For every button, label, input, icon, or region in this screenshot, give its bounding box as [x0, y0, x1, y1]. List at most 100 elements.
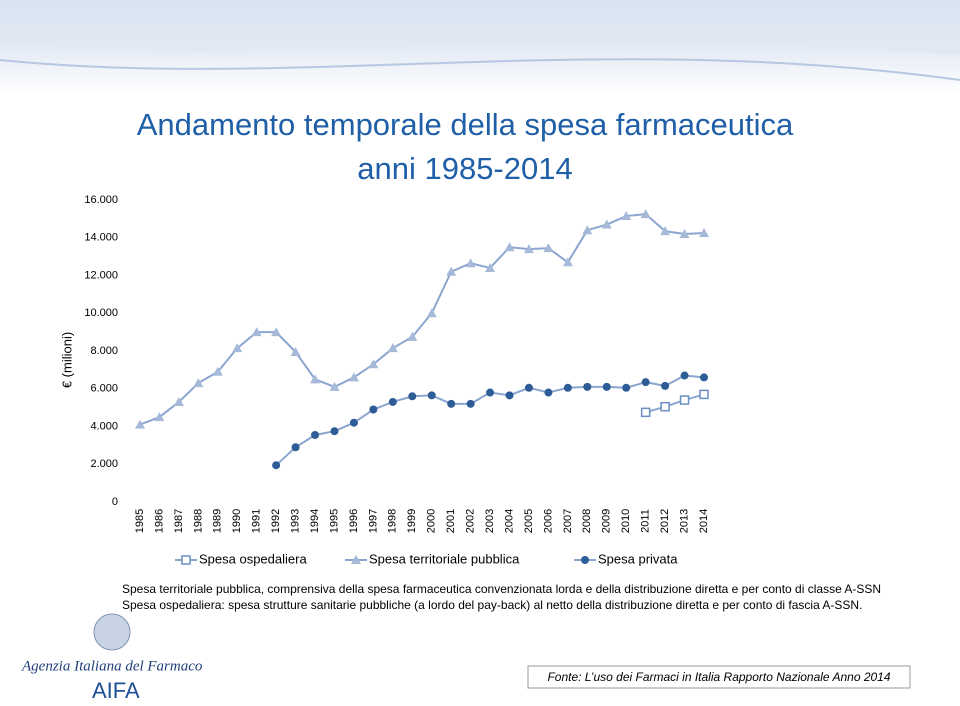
x-tick-label: 1990 — [231, 509, 243, 533]
source: Fonte: L’uso dei Farmaci in Italia Rappo… — [547, 670, 890, 684]
y-tick-label: 0 — [112, 496, 118, 508]
point — [290, 346, 301, 356]
x-tick-label: 1996 — [348, 509, 360, 533]
y-tick-label: 6.000 — [90, 383, 118, 395]
x-tick-label: 2001 — [445, 509, 457, 533]
note: Spesa ospedaliera: spesa strutture sanit… — [122, 598, 862, 612]
point — [310, 374, 321, 384]
point — [504, 242, 515, 252]
point — [291, 443, 300, 452]
y-tick-label: 4.000 — [90, 420, 118, 432]
point — [368, 359, 379, 369]
x-tick-label: 1989 — [212, 509, 224, 533]
point — [680, 371, 689, 380]
point — [173, 396, 184, 406]
point — [447, 399, 456, 408]
x-tick-label: 1992 — [270, 509, 282, 533]
y-tick-label: 12.000 — [84, 269, 118, 281]
x-tick-label: 1986 — [153, 509, 165, 533]
point — [641, 378, 650, 387]
y-tick-label: 8.000 — [90, 345, 118, 357]
x-tick-label: 2014 — [698, 509, 710, 533]
logo-name: Agenzia Italiana del Farmaco — [21, 658, 203, 674]
header-swoosh — [0, 58, 960, 81]
point — [426, 308, 437, 318]
x-tick-label: 2007 — [562, 509, 574, 533]
y-tick-label: 14.000 — [84, 232, 118, 244]
point — [135, 419, 145, 429]
point — [271, 327, 282, 337]
point — [679, 228, 690, 238]
point — [193, 378, 204, 388]
point — [505, 391, 514, 400]
x-tick-label: 2005 — [523, 509, 535, 533]
header-wave — [0, 0, 960, 55]
point — [679, 395, 690, 405]
logo-acronym: AIFA — [92, 678, 140, 703]
x-tick-label: 2003 — [484, 509, 496, 533]
x-tick-label: 2004 — [503, 509, 515, 533]
point — [154, 412, 165, 422]
legend-label: Spesa privata — [598, 551, 678, 566]
x-tick-label: 1995 — [328, 509, 340, 533]
x-tick-label: 2012 — [659, 509, 671, 533]
point — [524, 383, 533, 392]
y-tick-label: 10.000 — [84, 307, 118, 319]
x-tick-label: 2000 — [426, 509, 438, 533]
point — [427, 391, 436, 400]
x-tick-label: 1987 — [173, 509, 185, 533]
point — [700, 373, 708, 382]
point — [465, 258, 476, 268]
point — [251, 327, 262, 337]
point — [486, 388, 495, 397]
point — [601, 219, 612, 229]
point — [485, 262, 496, 272]
point — [544, 388, 553, 397]
point — [640, 209, 651, 219]
chart-subtitle: anni 1985-2014 — [357, 151, 572, 186]
legend-label: Spesa territoriale pubblica — [369, 551, 520, 566]
point — [330, 427, 339, 436]
series-line — [645, 393, 705, 414]
source-box — [527, 665, 911, 689]
x-tick-label: 2013 — [678, 509, 690, 533]
x-tick-label: 2008 — [581, 509, 593, 533]
chart-title: Andamento temporale della spesa farmaceu… — [137, 107, 794, 142]
x-tick-label: 2009 — [601, 509, 613, 533]
legend-marker — [581, 556, 589, 564]
x-tick-label: 1988 — [192, 509, 204, 533]
note: Spesa territoriale pubblica, comprensiva… — [122, 582, 881, 596]
y-tick-label: 2.000 — [90, 458, 118, 470]
point — [408, 392, 417, 401]
point — [446, 266, 457, 276]
y-tick-label: 16.000 — [84, 194, 118, 206]
legend-marker — [181, 555, 191, 565]
y-axis-title: € (milioni) — [59, 332, 74, 388]
x-tick-label: 2002 — [465, 509, 477, 533]
point — [388, 397, 397, 406]
point — [661, 381, 670, 390]
point — [699, 389, 709, 400]
point — [232, 343, 243, 353]
x-tick-label: 1994 — [309, 509, 321, 533]
logo-emblem — [93, 613, 131, 651]
point — [348, 372, 359, 382]
point — [660, 226, 671, 236]
point — [329, 381, 340, 391]
point — [583, 382, 592, 391]
point — [660, 401, 670, 412]
x-tick-label: 2010 — [620, 509, 632, 533]
legend-marker — [351, 555, 361, 564]
point — [369, 405, 378, 414]
point — [543, 243, 554, 253]
point — [212, 366, 223, 376]
point — [563, 383, 572, 392]
x-tick-label: 1998 — [387, 509, 399, 533]
point — [621, 211, 632, 221]
x-tick-label: 1985 — [134, 509, 146, 533]
point — [272, 461, 281, 470]
legend-label: Spesa ospedaliera — [199, 551, 307, 566]
x-tick-label: 2006 — [542, 509, 554, 533]
